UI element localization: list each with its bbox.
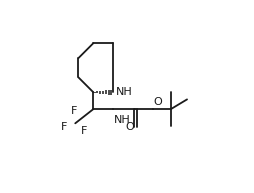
Text: O: O xyxy=(125,122,134,132)
Text: NH: NH xyxy=(113,115,130,125)
Text: F: F xyxy=(71,106,77,116)
Text: NH: NH xyxy=(116,87,132,97)
Text: F: F xyxy=(61,122,68,132)
Text: O: O xyxy=(153,97,162,107)
Text: F: F xyxy=(81,126,87,136)
